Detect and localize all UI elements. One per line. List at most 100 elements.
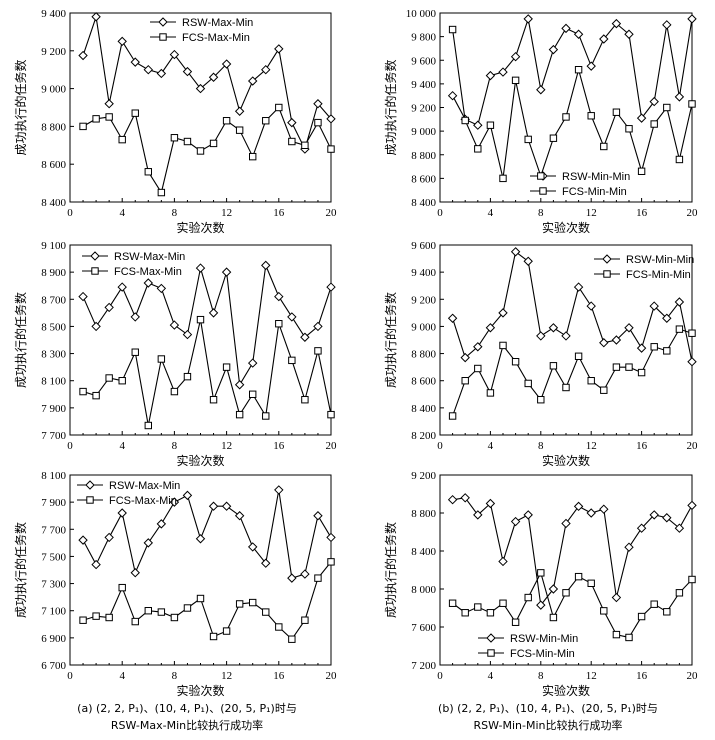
data-point — [474, 145, 482, 153]
data-point — [537, 172, 545, 180]
x-tick-label: 12 — [586, 670, 597, 682]
data-point — [675, 155, 684, 164]
data-point — [574, 352, 583, 360]
x-tick-label: 4 — [119, 670, 125, 682]
data-point — [687, 14, 697, 24]
data-point — [313, 99, 323, 109]
data-point — [473, 342, 483, 352]
data-point — [262, 117, 270, 125]
data-point — [234, 106, 245, 116]
data-point — [274, 44, 284, 54]
x-tick-label: 0 — [67, 670, 73, 682]
data-point — [275, 320, 283, 328]
y-tick-label: 8 300 — [41, 349, 66, 361]
y-tick-label: 8 400 — [411, 403, 436, 415]
y-tick-label: 8 000 — [411, 584, 436, 596]
data-point — [674, 297, 685, 307]
data-point — [548, 44, 559, 55]
data-point — [117, 508, 127, 518]
data-point — [510, 247, 521, 257]
data-point — [301, 396, 309, 404]
data-point — [687, 357, 697, 367]
x-tick-label: 20 — [687, 207, 699, 219]
y-tick-label: 9 100 — [41, 240, 66, 252]
y-tick-label: 9 200 — [411, 470, 436, 482]
series-FCS-Max-Min — [79, 558, 335, 643]
data-point — [612, 630, 621, 639]
data-point — [209, 632, 218, 641]
data-point — [92, 612, 100, 620]
legend-marker — [86, 496, 94, 504]
x-tick-label: 12 — [221, 207, 232, 219]
data-point — [561, 518, 571, 529]
data-point — [301, 141, 309, 150]
data-point — [650, 600, 658, 608]
x-tick-label: 4 — [119, 440, 125, 452]
data-point — [314, 347, 322, 355]
data-point — [586, 508, 596, 518]
data-point — [675, 589, 684, 597]
data-point — [144, 607, 153, 615]
legend-marker — [602, 254, 612, 264]
data-point — [599, 338, 609, 348]
x-tick-label: 0 — [437, 670, 443, 682]
data-point — [326, 282, 336, 292]
data-point — [78, 50, 88, 61]
series-line — [82, 489, 332, 579]
y-tick-label: 9 000 — [41, 84, 66, 96]
data-point — [574, 572, 583, 581]
y-tick-label: 7 700 — [41, 430, 66, 442]
data-point — [249, 390, 257, 398]
y-tick-label: 8 200 — [411, 430, 436, 442]
data-point — [222, 117, 231, 125]
series-RSW-Max-Min — [78, 12, 336, 154]
data-point — [510, 516, 521, 527]
data-point — [663, 347, 671, 355]
data-point — [92, 391, 100, 400]
y-tick-label: 9 600 — [411, 240, 436, 252]
data-point — [275, 103, 283, 112]
data-point — [536, 85, 546, 95]
caption-a-line1: (a) (2, 2, P₁)、(10, 4, P₁)、(20, 5, P₁)时与 — [77, 702, 297, 715]
series-RSW-Min-Min — [447, 14, 697, 130]
data-point — [157, 355, 166, 363]
x-axis-title: 实验次数 — [542, 683, 590, 698]
y-axis-title: 成功执行的任务数 — [383, 292, 398, 388]
series-line — [82, 16, 332, 151]
data-point — [156, 519, 167, 529]
data-point — [474, 603, 482, 611]
data-point — [91, 12, 101, 22]
legend-label: FCS-Min-Min — [626, 269, 691, 281]
data-point — [688, 100, 696, 108]
data-point — [183, 372, 192, 381]
plot-frame — [69, 244, 332, 436]
data-point — [485, 498, 496, 509]
y-tick-label: 9 200 — [411, 103, 436, 115]
data-point — [79, 616, 87, 624]
legend-label: RSW-Max-Min — [182, 17, 253, 29]
data-point — [524, 593, 532, 602]
data-point — [221, 501, 232, 511]
y-tick-label: 9 400 — [411, 267, 436, 279]
data-point — [599, 34, 609, 44]
data-point — [143, 278, 154, 288]
x-tick-label: 16 — [273, 670, 285, 682]
data-point — [625, 363, 633, 371]
series-line — [452, 18, 693, 126]
y-tick-label: 8 800 — [411, 349, 436, 361]
legend-marker — [158, 17, 168, 27]
y-tick-label: 9 800 — [411, 32, 436, 44]
data-point — [169, 497, 180, 507]
data-point — [104, 99, 114, 109]
data-point — [170, 387, 179, 396]
data-point — [300, 332, 310, 342]
data-point — [447, 90, 458, 101]
data-point — [287, 312, 297, 322]
data-point — [523, 510, 533, 520]
data-point — [262, 608, 270, 616]
y-axis-title: 成功执行的任务数 — [383, 59, 398, 155]
x-tick-label: 16 — [273, 440, 285, 452]
data-point — [650, 343, 658, 351]
data-point — [624, 29, 634, 39]
data-point — [327, 558, 335, 566]
